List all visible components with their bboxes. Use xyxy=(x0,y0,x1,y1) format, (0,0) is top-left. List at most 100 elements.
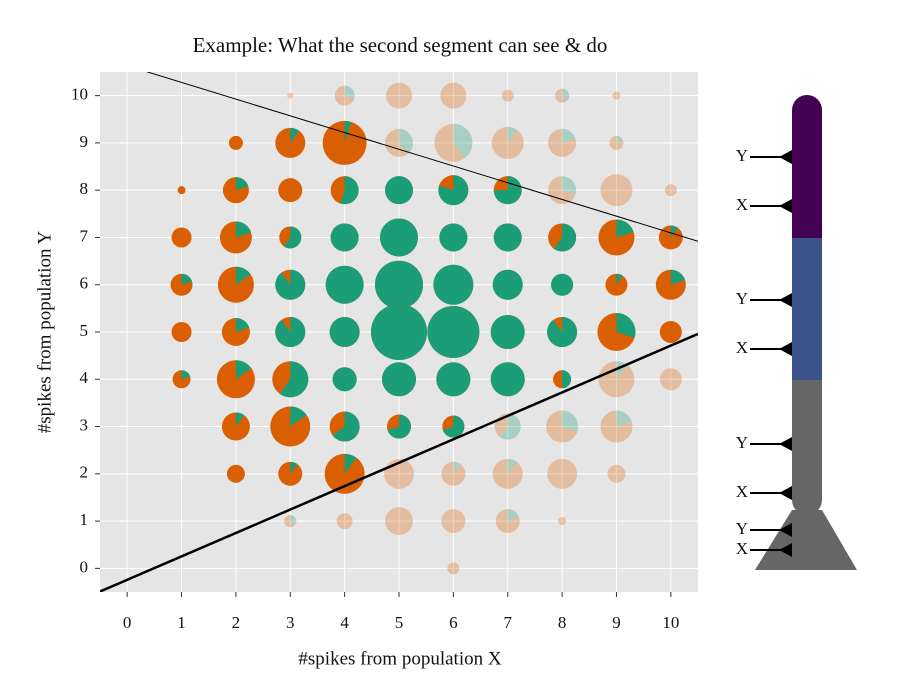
pie xyxy=(275,127,306,158)
pie-share xyxy=(433,264,474,305)
pie-body xyxy=(447,562,460,575)
pie-body xyxy=(171,322,192,342)
pie xyxy=(490,315,525,349)
input-label: Y xyxy=(736,433,748,452)
pie-body xyxy=(441,509,466,534)
input-arrow xyxy=(779,523,792,537)
pie xyxy=(177,186,186,195)
pie-share xyxy=(562,176,577,195)
pie-share xyxy=(670,225,678,238)
pie xyxy=(324,453,365,494)
pie-share xyxy=(382,362,416,397)
pie-body xyxy=(336,513,353,530)
input-label: Y xyxy=(736,289,748,308)
pie xyxy=(440,82,467,109)
pie xyxy=(659,321,682,343)
pie-body xyxy=(659,321,682,343)
x-axis-label: #spikes from population X xyxy=(298,648,501,669)
segment-3 xyxy=(792,95,822,265)
input-arrow xyxy=(779,293,792,307)
pie xyxy=(447,562,460,575)
y-tick-label: 5 xyxy=(80,321,89,340)
boundary-line xyxy=(100,332,698,592)
input-label: Y xyxy=(736,519,748,538)
y-tick-label: 7 xyxy=(80,226,89,245)
pie-share xyxy=(553,223,577,252)
input-label: X xyxy=(736,482,748,501)
pie xyxy=(555,88,570,103)
pie xyxy=(609,135,624,150)
pie-body xyxy=(492,458,523,489)
pie-share xyxy=(507,458,517,474)
pie-body xyxy=(440,82,467,109)
pie xyxy=(272,361,309,398)
pie xyxy=(221,412,250,441)
pie-share xyxy=(332,411,360,442)
pie xyxy=(279,226,302,249)
pie-body xyxy=(441,461,466,486)
pie xyxy=(228,135,243,150)
pie-share xyxy=(235,221,252,238)
pie xyxy=(226,464,245,483)
pie xyxy=(493,223,522,252)
input-arrow xyxy=(779,543,792,557)
pie xyxy=(600,174,633,207)
pie xyxy=(441,509,466,534)
pie-body xyxy=(600,174,633,207)
x-tick-label: 7 xyxy=(503,613,512,632)
pie-share xyxy=(279,361,309,398)
pie xyxy=(427,306,480,358)
pie-share xyxy=(500,413,521,440)
pie-share xyxy=(616,219,634,238)
pie-body xyxy=(546,410,579,443)
input-arrow xyxy=(779,199,792,213)
pie-share xyxy=(181,273,193,285)
pie-share xyxy=(375,260,423,309)
pie-body xyxy=(334,85,355,106)
pie-share xyxy=(492,269,523,300)
pie xyxy=(655,269,686,300)
pie-share xyxy=(507,509,520,522)
pie xyxy=(492,458,523,489)
pie xyxy=(598,219,635,256)
pie-share xyxy=(235,318,250,332)
pie-share xyxy=(427,306,480,358)
pie-share xyxy=(616,410,632,427)
pie xyxy=(222,177,249,204)
pie-share xyxy=(275,269,306,300)
pie xyxy=(322,120,367,165)
pie xyxy=(330,176,359,205)
pie-share xyxy=(235,360,252,380)
pie xyxy=(270,406,311,447)
pie-body xyxy=(177,186,186,195)
pie-body xyxy=(659,368,682,391)
x-tick-label: 5 xyxy=(395,613,404,632)
pie xyxy=(385,128,414,157)
pie xyxy=(171,322,192,342)
x-tick-label: 8 xyxy=(558,613,567,632)
pie-share xyxy=(275,317,306,348)
pie-share xyxy=(616,135,624,143)
pie-body xyxy=(600,410,633,443)
pie xyxy=(547,317,578,347)
pie xyxy=(334,85,355,106)
pie xyxy=(382,362,416,397)
pie-share xyxy=(340,176,359,205)
boundary-line xyxy=(145,72,698,242)
pie-share xyxy=(330,223,359,252)
pie-share xyxy=(385,176,413,205)
pie xyxy=(325,265,364,304)
pie xyxy=(664,184,677,197)
pie xyxy=(436,362,471,397)
pie-share xyxy=(371,304,427,360)
pie-share xyxy=(670,269,686,285)
pie xyxy=(371,304,427,360)
segment-2 xyxy=(792,238,822,408)
y-tick-label: 1 xyxy=(80,510,89,529)
pie-body xyxy=(612,91,621,100)
pie xyxy=(275,317,306,348)
pie-share xyxy=(344,85,355,99)
pie xyxy=(548,128,577,157)
pie xyxy=(493,176,522,205)
pie-body xyxy=(278,178,303,203)
